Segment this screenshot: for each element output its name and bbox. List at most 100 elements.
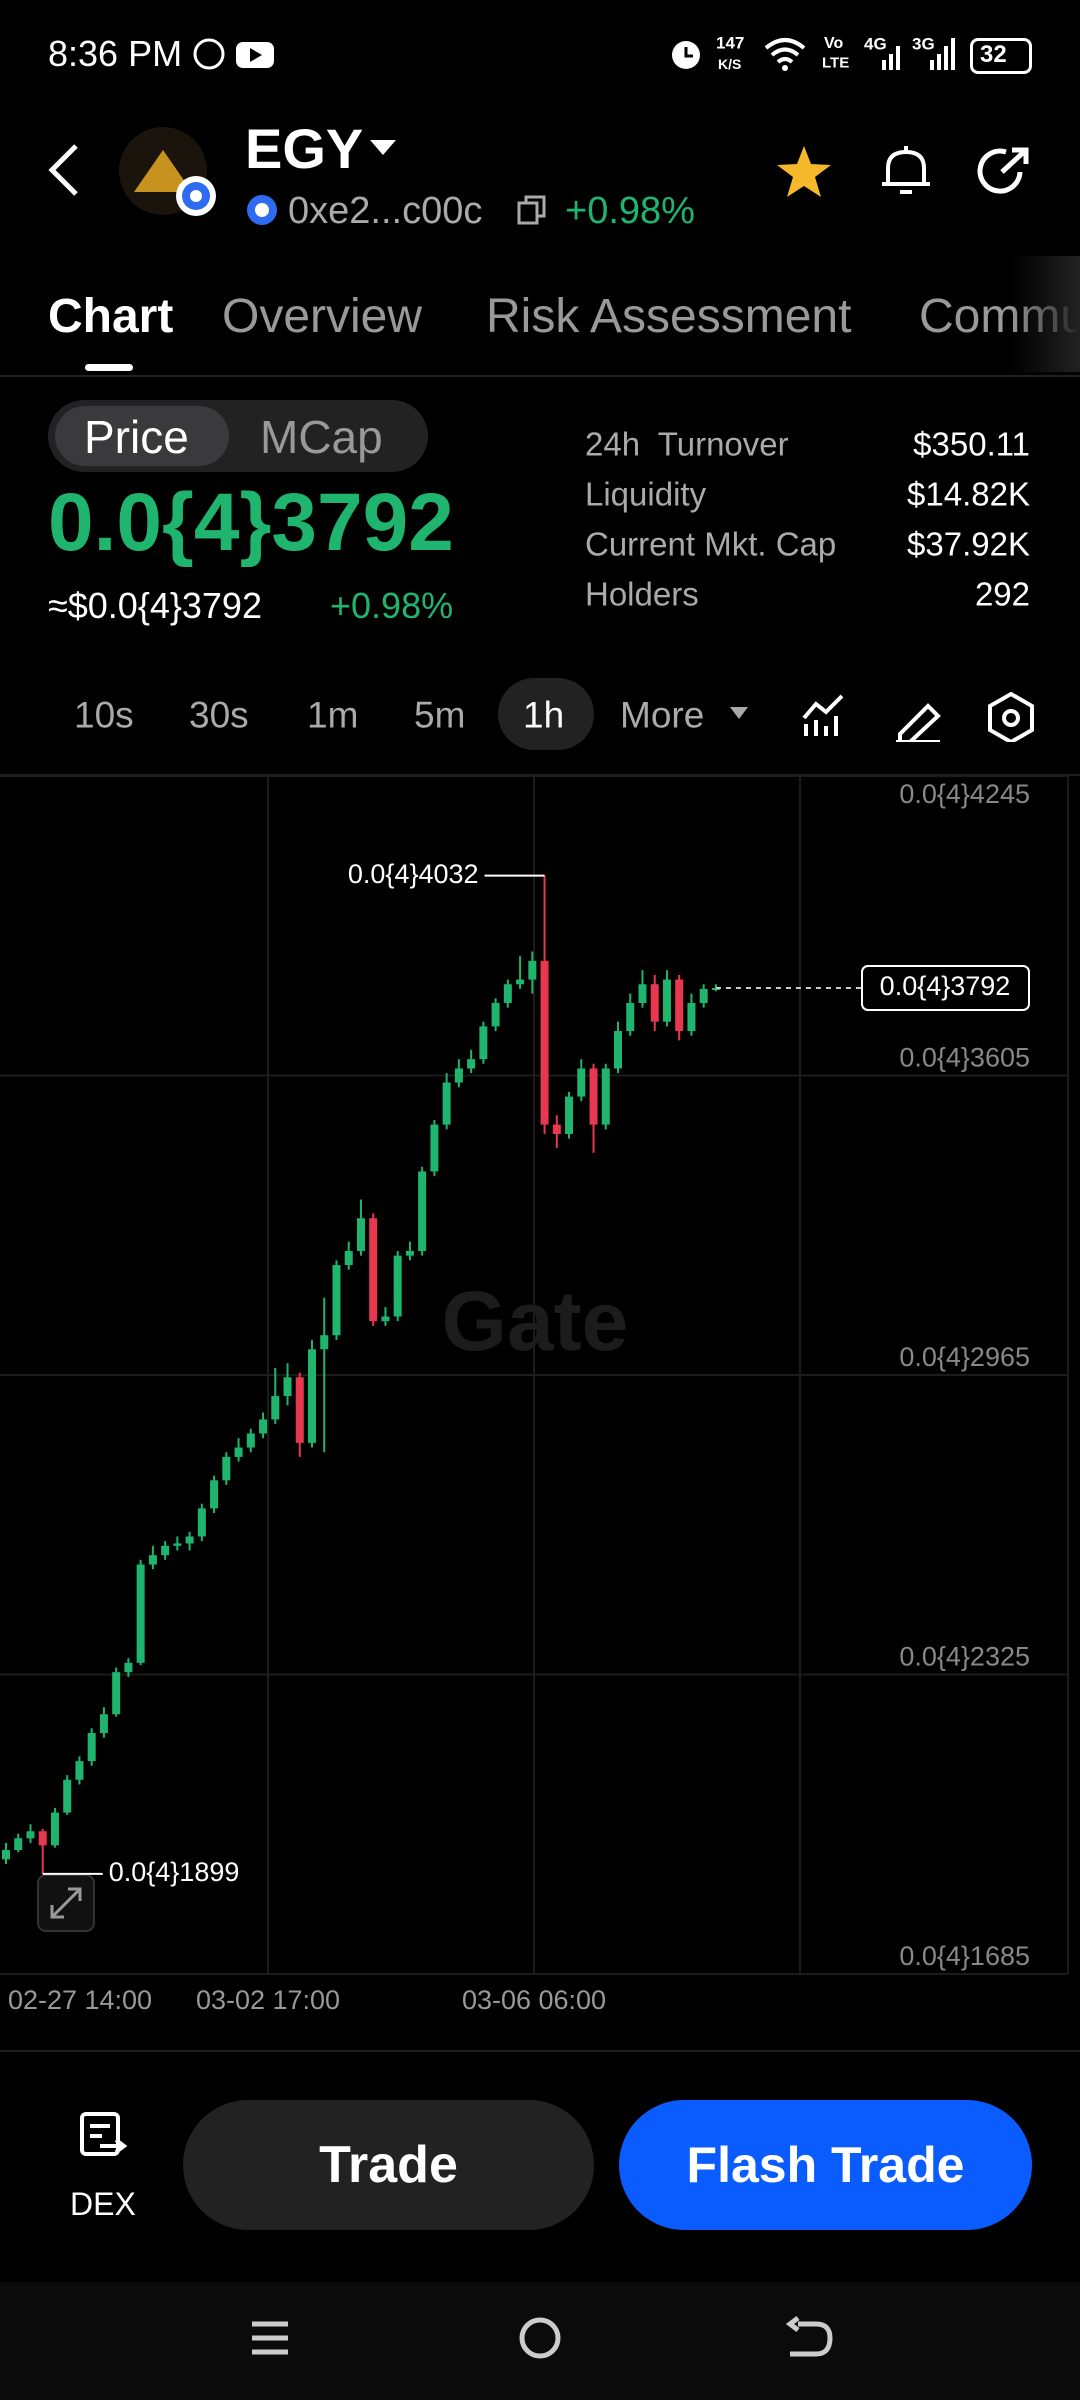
- lte: LTE: [822, 54, 850, 72]
- favorite-button[interactable]: [774, 144, 834, 200]
- tab-indicator: [85, 364, 133, 371]
- candle-body: [614, 1031, 622, 1069]
- x-tick-label: 03-02 17:00: [196, 1985, 340, 2015]
- x-tick-label: 02-27 14:00: [8, 1985, 152, 2015]
- candle-body: [393, 1255, 402, 1317]
- candle-body: [38, 1831, 47, 1846]
- candle-body: [662, 979, 671, 1022]
- candle-body: [259, 1419, 268, 1434]
- candle-body: [405, 1250, 414, 1256]
- candle-body: [246, 1433, 255, 1448]
- candle-body: [356, 1218, 365, 1251]
- dex-label[interactable]: DEX: [70, 2186, 136, 2222]
- net-speed: 147: [716, 33, 745, 53]
- candle-body: [124, 1662, 133, 1673]
- tab[interactable]: Overview: [222, 290, 423, 343]
- toggle-active: [55, 406, 229, 466]
- y-tick-label: 0.0{4}2325: [899, 1642, 1030, 1672]
- current-price: 0.0{4}3792: [48, 477, 454, 568]
- candle-body: [332, 1265, 341, 1336]
- sim2-type: 3G: [912, 34, 935, 54]
- token-avatar: [119, 127, 216, 216]
- candle-body: [222, 1456, 231, 1481]
- chart-tools[interactable]: [800, 690, 1050, 742]
- interval[interactable]: 30s: [189, 694, 249, 736]
- trade-button[interactable]: Trade: [183, 2100, 594, 2230]
- y-tick-label: 0.0{4}2965: [899, 1342, 1030, 1372]
- tab-fade: [1010, 256, 1080, 372]
- last-price-label: 0.0{4}3792: [880, 971, 1011, 1001]
- candle-body: [161, 1545, 170, 1556]
- candle-body: [50, 1812, 59, 1846]
- candle-body: [552, 1124, 561, 1134]
- stat-value: $350.11: [913, 425, 1030, 463]
- net-unit: K/S: [718, 56, 742, 72]
- candle-body: [234, 1447, 243, 1457]
- candle-body: [687, 1002, 696, 1032]
- candle-body: [136, 1564, 145, 1663]
- price-change: +0.98%: [330, 585, 454, 626]
- signal-icons: [882, 38, 955, 70]
- alert-button[interactable]: [878, 142, 934, 202]
- watermark: Gate: [442, 1274, 629, 1368]
- interval-more[interactable]: More: [620, 694, 705, 736]
- candle-body: [479, 1026, 488, 1060]
- candle-body: [26, 1831, 35, 1839]
- dex-icon[interactable]: [78, 2110, 128, 2162]
- share-button[interactable]: [976, 144, 1036, 200]
- y-tick-label: 0.0{4}1685: [899, 1941, 1030, 1971]
- candle-body: [528, 960, 537, 980]
- candle-body: [75, 1761, 84, 1780]
- candle-body: [699, 988, 708, 1003]
- token-symbol: EGY: [245, 117, 364, 180]
- interval[interactable]: 5m: [414, 694, 466, 736]
- token-address: 0xe2...c00c: [288, 190, 483, 232]
- interval-selected[interactable]: 1h: [523, 694, 565, 736]
- candle-body: [197, 1508, 206, 1537]
- candle-body: [626, 1002, 635, 1032]
- candle-body: [271, 1396, 280, 1420]
- interval[interactable]: 10s: [74, 694, 134, 736]
- stat-label: Holders: [585, 575, 699, 613]
- wifi-icon: [764, 38, 806, 71]
- back-button[interactable]: [40, 140, 90, 200]
- symbol-dropdown[interactable]: [368, 138, 398, 158]
- tab[interactable]: Risk Assessment: [486, 290, 852, 343]
- low-label: 0.0{4}1899: [109, 1857, 240, 1887]
- stat-value: $37.92K: [907, 525, 1030, 563]
- status-app-icons: [193, 38, 274, 70]
- status-time: 8:36 PM: [48, 33, 183, 74]
- candle-body: [63, 1779, 72, 1813]
- candle-body: [369, 1218, 378, 1322]
- flash-trade-button[interactable]: Flash Trade: [619, 2100, 1032, 2230]
- expand-icon: [50, 1887, 82, 1919]
- stat-value: $14.82K: [907, 475, 1030, 513]
- battery-level: 32: [980, 41, 1007, 68]
- candle-body: [589, 1068, 598, 1125]
- candle-body: [87, 1732, 96, 1762]
- candle-body: [381, 1316, 390, 1322]
- toggle-price[interactable]: Price: [84, 411, 189, 463]
- usd-price: ≈$0.0{4}3792: [48, 585, 262, 626]
- header-change: +0.98%: [565, 190, 695, 232]
- copy-button[interactable]: [516, 194, 548, 226]
- candle-body: [454, 1068, 463, 1083]
- candle-body: [442, 1082, 451, 1125]
- last-price-box: [861, 964, 1030, 1011]
- candle-body: [467, 1059, 476, 1069]
- nav-bar: [0, 2282, 1080, 2400]
- y-tick-label: 0.0{4}3605: [899, 1043, 1030, 1073]
- candle-body: [675, 979, 684, 1032]
- toggle-mcap[interactable]: MCap: [260, 411, 383, 463]
- candle-body: [99, 1714, 108, 1733]
- nav-buttons[interactable]: [0, 2282, 1080, 2400]
- candle-body: [577, 1068, 586, 1097]
- candle-body: [210, 1480, 219, 1509]
- interval[interactable]: 1m: [307, 694, 359, 736]
- tab-active[interactable]: Chart: [48, 290, 174, 343]
- candle-body: [650, 984, 659, 1022]
- candle-body: [344, 1250, 353, 1266]
- y-tick-label: 0.0{4}4245: [899, 779, 1030, 809]
- candle-body: [112, 1672, 121, 1715]
